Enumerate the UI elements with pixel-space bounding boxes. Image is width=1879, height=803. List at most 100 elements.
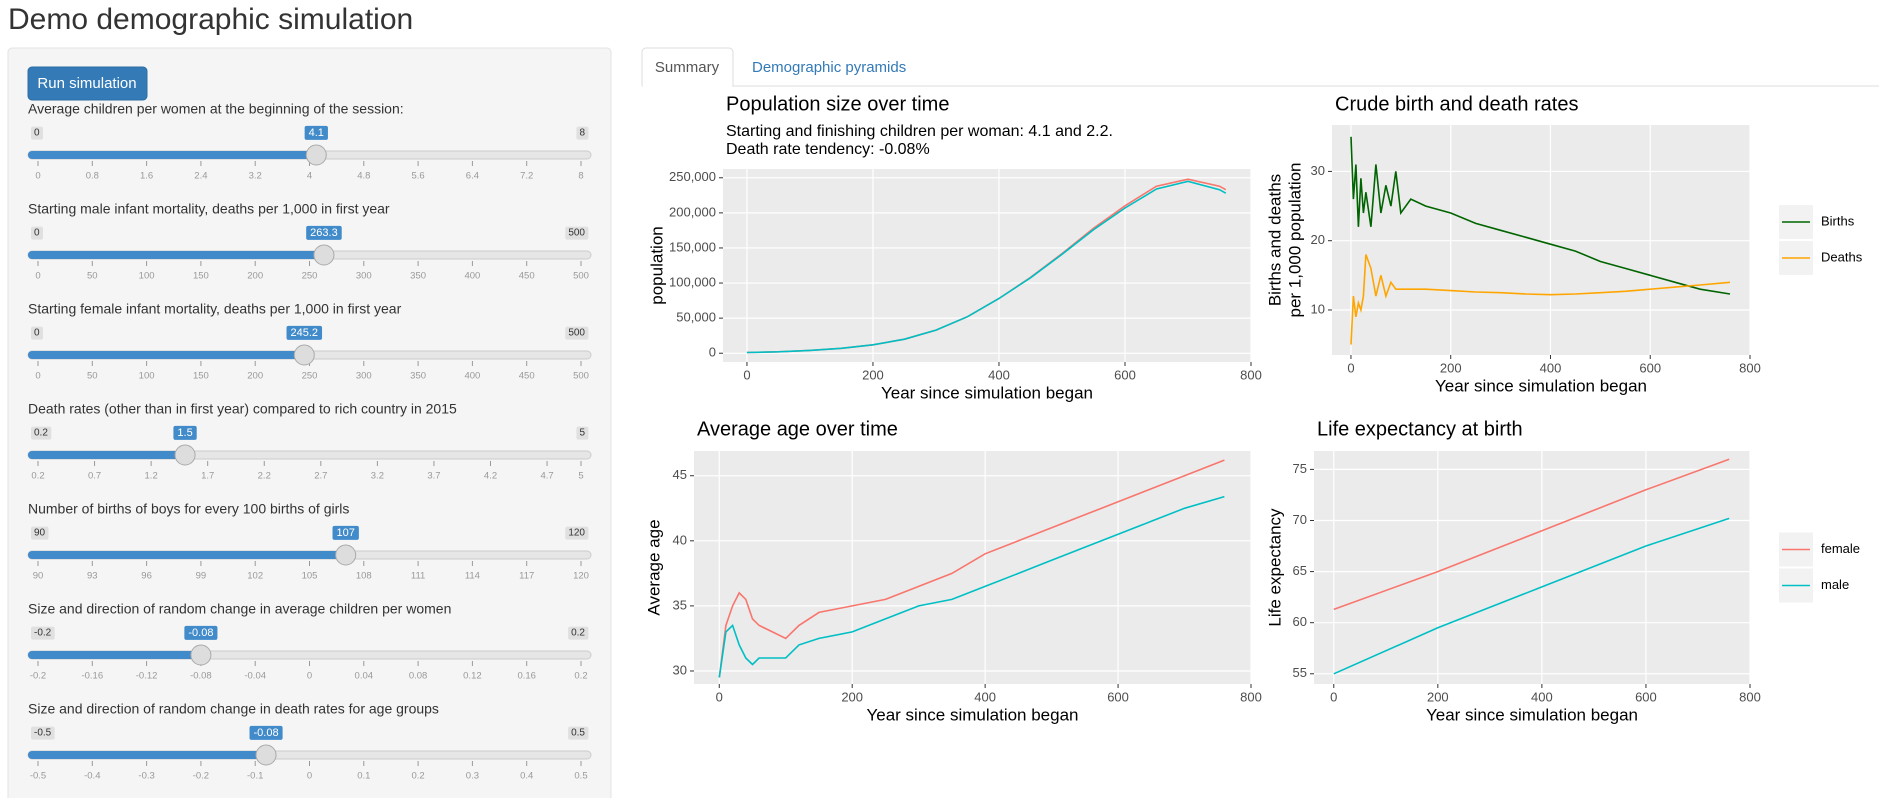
slider-tick-label: 108	[356, 571, 372, 582]
slider-fill	[28, 451, 186, 459]
slider-handle[interactable]	[305, 144, 327, 166]
slider-tick-label: 6.4	[466, 171, 479, 182]
sidebar	[7, 47, 612, 803]
slider-value: 4.1	[309, 127, 324, 139]
legend-label: female	[1821, 541, 1860, 556]
slider-badge	[565, 226, 589, 240]
slider-badge	[576, 426, 589, 440]
x-tick-label: 800	[1739, 689, 1761, 704]
tab-label[interactable]: Demographic pyramids	[752, 59, 906, 76]
y-axis-title: Life expectancy	[1265, 508, 1284, 627]
y-tick-label: 75	[1293, 461, 1307, 476]
tab-active[interactable]	[641, 47, 734, 86]
legend-label: male	[1821, 577, 1849, 592]
slider-value-badge	[184, 625, 218, 640]
slider-tick-label: 100	[139, 271, 155, 282]
slider-tick-label: 0.8	[86, 171, 99, 182]
slider-tick-label: 3.2	[249, 171, 262, 182]
slider-value-badge	[306, 225, 342, 240]
slider-tick-label: 1.6	[140, 171, 153, 182]
x-tick-label: 0	[743, 367, 750, 382]
panel	[1332, 125, 1750, 355]
y-tick-label: 10	[1311, 301, 1325, 316]
slider-handle[interactable]	[313, 244, 335, 266]
slider-tick-label: 0	[35, 171, 40, 182]
slider-badge	[31, 226, 43, 240]
slider-max: 5	[579, 428, 585, 439]
slider-value-badge	[249, 725, 283, 740]
y-tick-label: 100,000	[669, 274, 716, 289]
legend-label: Deaths	[1821, 249, 1863, 264]
y-tick-label: 30	[1311, 163, 1325, 178]
slider-tick-label: -0.4	[84, 771, 100, 782]
slider-tick-label: 0.5	[574, 771, 587, 782]
x-tick-label: 0	[1347, 360, 1354, 375]
slider-fill	[28, 551, 346, 559]
slider-tick-label: 350	[410, 371, 426, 382]
y-tick-label: 200,000	[669, 204, 716, 219]
slider-tick-label: 50	[87, 371, 98, 382]
y-tick-label: 250,000	[669, 169, 716, 184]
slider-tick-label: 100	[139, 371, 155, 382]
slider-tick-label: 0.3	[466, 771, 479, 782]
slider-handle[interactable]	[293, 344, 315, 366]
y-tick-label: 150,000	[669, 239, 716, 254]
panel	[694, 451, 1251, 684]
y-tick-label: 45	[673, 467, 687, 482]
slider-badge	[31, 126, 43, 140]
slider-tick-label: 5.6	[411, 171, 424, 182]
slider-tick-label: 150	[193, 371, 209, 382]
app-title: Demo demographic simulation	[8, 3, 413, 36]
slider-tick-label: 400	[464, 271, 480, 282]
slider-label: Starting male infant mortality, deaths p…	[28, 201, 390, 217]
slider-badge	[568, 626, 589, 640]
x-tick-label: 800	[1240, 367, 1262, 382]
tab-label[interactable]: Summary	[655, 59, 720, 76]
slider-value: 1.5	[177, 427, 192, 439]
slider-tick-label: 500	[573, 371, 589, 382]
run-button[interactable]	[27, 66, 148, 101]
slider-handle[interactable]	[255, 744, 277, 766]
slider-label: Death rates (other than in first year) c…	[28, 401, 457, 417]
slider-max: 0.2	[571, 628, 585, 639]
x-tick-label: 800	[1240, 689, 1262, 704]
slider-handle[interactable]	[335, 544, 357, 566]
slider-fill	[28, 651, 201, 659]
x-tick-label: 400	[988, 367, 1010, 382]
slider-tick-label: 4	[307, 171, 312, 182]
slider-value-badge	[332, 525, 359, 540]
slider-label: Number of births of boys for every 100 b…	[28, 501, 349, 517]
slider-tick-label: 102	[247, 571, 263, 582]
x-tick-label: 200	[1440, 360, 1462, 375]
slider-fill	[28, 151, 317, 159]
panel	[723, 169, 1251, 362]
run-button-label[interactable]: Run simulation	[37, 75, 136, 92]
slider-handle[interactable]	[190, 644, 212, 666]
series-line	[1350, 136, 1731, 295]
slider-badge	[31, 726, 55, 740]
slider-max: 0.5	[571, 728, 585, 739]
chart-title: Average age over time	[697, 418, 898, 440]
series-line	[718, 495, 1225, 678]
slider-min: -0.5	[34, 728, 52, 739]
slider-max: 500	[568, 228, 585, 239]
y-tick-label: 60	[1293, 614, 1307, 629]
slider-tick-label: 99	[196, 571, 207, 582]
y-tick-label: 65	[1293, 563, 1307, 578]
y-tick-label: 40	[673, 532, 687, 547]
slider-tick-label: -0.08	[190, 671, 212, 682]
slider-tick-label: 93	[87, 571, 98, 582]
slider-tick-label: 500	[573, 271, 589, 282]
slider-tick-label: 0	[307, 771, 312, 782]
slider-handle[interactable]	[174, 444, 196, 466]
x-tick-label: 200	[1427, 689, 1449, 704]
panel	[1314, 451, 1750, 684]
slider-tick-label: 450	[519, 271, 535, 282]
slider-tick-label: 0.2	[411, 771, 424, 782]
slider-label: Size and direction of random change in a…	[28, 601, 451, 617]
slider-max: 8	[579, 128, 585, 139]
slider-min: 90	[34, 528, 46, 539]
slider-tick-label: 120	[573, 571, 589, 582]
